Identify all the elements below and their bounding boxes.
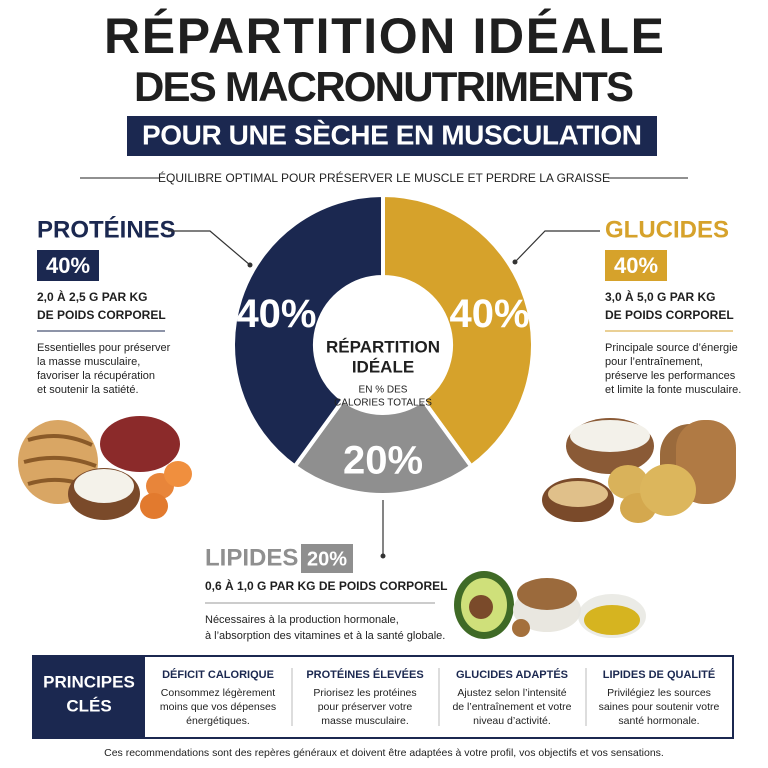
donut-slice bbox=[292, 397, 474, 497]
description: à l’absorption des vitamines et à la san… bbox=[205, 630, 445, 642]
principle-title: PROTÉINES ÉLEVÉES bbox=[306, 668, 423, 681]
principle-text: Consommez légèrement bbox=[161, 687, 275, 699]
macro-name: PROTÉINES bbox=[37, 215, 176, 243]
slice-label: 40% bbox=[236, 292, 316, 336]
macro-name: LIPIDES bbox=[205, 544, 298, 571]
value-box-label: 40% bbox=[614, 253, 658, 278]
principle-text: moins que vos dépenses bbox=[160, 701, 276, 713]
amount: DE POIDS CORPOREL bbox=[605, 308, 734, 322]
principle-text: énergétiques. bbox=[186, 715, 250, 727]
principle-text: masse musculaire. bbox=[321, 715, 409, 727]
connector-dot bbox=[380, 553, 386, 559]
principle-title: LIPIDES DE QUALITÉ bbox=[603, 668, 715, 681]
description: Principale source d’énergie bbox=[605, 342, 738, 354]
value-box bbox=[301, 544, 353, 573]
principles-head bbox=[33, 656, 145, 738]
amount: 0,6 À 1,0 G PAR KG DE POIDS CORPOREL bbox=[205, 578, 448, 593]
connector-dot bbox=[512, 259, 518, 265]
donut-slice bbox=[231, 192, 385, 470]
amount: 2,0 À 2,5 G PAR KG bbox=[37, 289, 147, 304]
slice-label: 40% bbox=[449, 292, 529, 336]
value-box bbox=[37, 250, 99, 281]
description: la masse musculaire, bbox=[37, 356, 140, 368]
value-box-label: 40% bbox=[46, 253, 90, 278]
principle-text: de l’entraînement et votre bbox=[452, 701, 571, 713]
principle-text: pour préserver votre bbox=[318, 701, 413, 713]
description: préserve les performances bbox=[605, 370, 736, 382]
principle-title: GLUCIDES ADAPTÉS bbox=[456, 668, 568, 681]
principle-text: santé hormonale. bbox=[618, 715, 699, 727]
description: favoriser la récupération bbox=[37, 370, 155, 382]
description: pour l’entraînement, bbox=[605, 356, 703, 368]
connector-dot bbox=[247, 262, 253, 268]
connector bbox=[514, 230, 600, 263]
value-box bbox=[605, 250, 667, 281]
donut-center bbox=[317, 279, 449, 411]
slice-label: 20% bbox=[343, 439, 423, 483]
center-title: IDÉALE bbox=[352, 357, 414, 376]
center-sub: EN % DES bbox=[359, 385, 408, 396]
banner-bg bbox=[127, 116, 657, 156]
principle-text: Ajustez selon l’intensité bbox=[457, 687, 566, 699]
center-sub: CALORIES TOTALES bbox=[334, 398, 432, 409]
connector bbox=[168, 230, 251, 266]
principle-text: Privilégiez les sources bbox=[607, 687, 711, 699]
footer: Ces recommendations sont des repères gén… bbox=[104, 747, 664, 759]
principles-box bbox=[32, 655, 734, 739]
description: Essentielles pour préserver bbox=[37, 342, 171, 354]
value-box-label: 20% bbox=[307, 548, 347, 570]
donut-slice bbox=[381, 192, 535, 470]
principles-title: PRINCIPES bbox=[43, 672, 135, 691]
principle-text: niveau d’activité. bbox=[473, 715, 551, 727]
center-title: RÉPARTITION bbox=[326, 337, 440, 356]
banner-text: POUR UNE SÈCHE EN MUSCULATION bbox=[142, 119, 642, 150]
tagline: ÉQUILIBRE OPTIMAL POUR PRÉSERVER LE MUSC… bbox=[158, 170, 610, 185]
principle-text: saines pour soutenir votre bbox=[599, 701, 720, 713]
title: DES MACRONUTRIMENTS bbox=[134, 63, 634, 110]
amount: 3,0 À 5,0 G PAR KG bbox=[605, 289, 715, 304]
protein-foods bbox=[18, 416, 192, 520]
description: Nécessaires à la production hormonale, bbox=[205, 614, 399, 626]
principle-text: Priorisez les protéines bbox=[313, 687, 416, 699]
principle-title: DÉFICIT CALORIQUE bbox=[162, 668, 274, 681]
carb-foods bbox=[542, 418, 736, 523]
macro-name: GLUCIDES bbox=[605, 216, 729, 243]
title: RÉPARTITION IDÉALE bbox=[104, 8, 664, 64]
description: et limite la fonte musculaire. bbox=[605, 384, 741, 396]
principles-title: CLÉS bbox=[66, 696, 111, 715]
description: et soutenir la satiété. bbox=[37, 384, 139, 396]
fat-foods bbox=[454, 571, 646, 639]
amount: DE POIDS CORPOREL bbox=[37, 308, 166, 322]
